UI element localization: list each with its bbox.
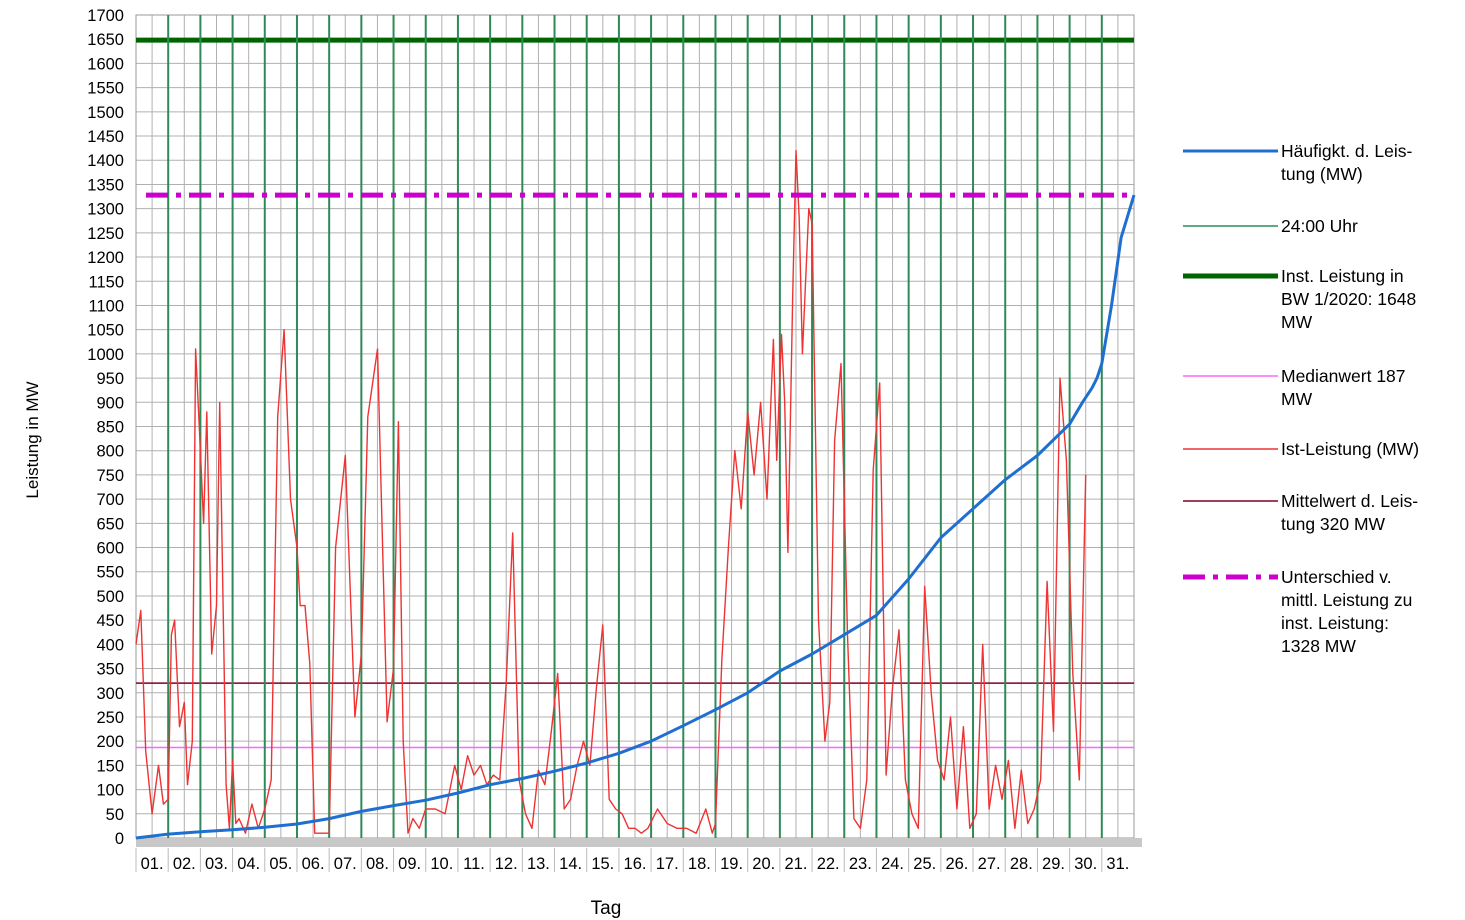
y-tick-label: 150 xyxy=(96,757,124,775)
y-tick-label: 100 xyxy=(96,782,124,800)
legend-label-actual: Ist-Leistung (MW) xyxy=(1281,439,1419,459)
x-tick-label: 19. xyxy=(720,855,743,873)
legend-label-median: MW xyxy=(1281,389,1313,409)
legend-label-installed: MW xyxy=(1281,312,1313,332)
y-tick-label: 800 xyxy=(96,443,124,461)
y-tick-label: 450 xyxy=(96,612,124,630)
x-axis-title: Tag xyxy=(591,898,622,919)
x-tick-labels: 01. 02. 03. 04. 05. 06. 07. 08. 09. 10. 11. 12. 13. 1… xyxy=(135,848,1129,873)
y-tick-label: 900 xyxy=(96,394,124,412)
legend-label-midnight: 24:00 Uhr xyxy=(1281,216,1358,236)
x-tick-label: 14. xyxy=(559,855,582,873)
y-tick-label: 850 xyxy=(96,419,124,437)
legend-label-frequency: tung (MW) xyxy=(1281,164,1363,184)
y-tick-label: 1200 xyxy=(87,249,124,267)
y-tick-label: 1300 xyxy=(87,201,124,219)
y-tick-label: 50 xyxy=(106,806,124,824)
y-tick-label: 1500 xyxy=(87,104,124,122)
y-tick-label: 1400 xyxy=(87,152,124,170)
x-tick-label: 02. xyxy=(173,855,196,873)
y-tick-label: 950 xyxy=(96,370,124,388)
x-tick-label: 09. xyxy=(398,855,421,873)
legend-label-mean: Mittelwert d. Leis- xyxy=(1281,491,1418,511)
y-tick-label: 1150 xyxy=(89,273,124,291)
y-tick-label: 1700 xyxy=(87,7,124,25)
x-tick-label: 15. xyxy=(591,855,614,873)
x-tick-label: 29. xyxy=(1042,855,1065,873)
x-tick-label: 30. xyxy=(1074,855,1097,873)
x-axis-band xyxy=(136,838,1142,847)
y-tick-label: 0 xyxy=(115,830,124,848)
x-tick-label: 17. xyxy=(656,855,679,873)
legend-label-difference: inst. Leistung: xyxy=(1281,613,1389,633)
y-tick-label: 600 xyxy=(96,540,124,558)
x-tick-label: 26. xyxy=(945,855,968,873)
x-tick-label: 18. xyxy=(688,855,711,873)
x-tick-label: 06. xyxy=(302,855,325,873)
x-tick-label: 22. xyxy=(817,855,840,873)
y-tick-label: 1350 xyxy=(87,176,124,194)
x-tick-label: 12. xyxy=(495,855,518,873)
x-tick-label: 04. xyxy=(237,855,260,873)
legend-label-difference: Unterschied v. xyxy=(1281,567,1392,587)
y-tick-label: 550 xyxy=(96,564,124,582)
x-tick-label: 23. xyxy=(849,855,872,873)
x-tick-label: 10. xyxy=(430,855,453,873)
y-tick-label: 1650 xyxy=(87,31,124,49)
x-tick-label: 13. xyxy=(527,855,550,873)
frequency-curve xyxy=(135,194,1136,840)
legend-label-difference: mittl. Leistung zu xyxy=(1281,590,1412,610)
x-tick-label: 07. xyxy=(334,855,357,873)
y-tick-labels: 0 50 100 150 200 250 300 350 400 450 500 550 600 650 7… xyxy=(87,7,124,848)
y-tick-label: 700 xyxy=(96,491,124,509)
y-tick-label: 400 xyxy=(96,636,124,654)
legend-label-installed: Inst. Leistung in xyxy=(1281,266,1404,286)
x-tick-label: 25. xyxy=(913,855,936,873)
y-tick-label: 350 xyxy=(96,661,124,679)
x-tick-label: 11. xyxy=(463,855,485,873)
y-tick-label: 250 xyxy=(96,709,124,727)
y-tick-label: 650 xyxy=(96,515,124,533)
y-tick-label: 300 xyxy=(96,685,124,703)
x-tick-label: 03. xyxy=(205,855,228,873)
legend-label-installed: BW 1/2020: 1648 xyxy=(1281,289,1416,309)
midnight-lines xyxy=(167,15,1103,838)
y-tick-label: 1600 xyxy=(87,55,124,73)
x-tick-label: 31. xyxy=(1106,855,1129,873)
legend-label-frequency: Häufigkt. d. Leis- xyxy=(1281,141,1412,161)
x-tick-label: 27. xyxy=(978,855,1001,873)
legend-label-difference: 1328 MW xyxy=(1281,636,1356,656)
x-axis-band-bar xyxy=(136,838,1142,847)
series-lines xyxy=(135,149,1136,840)
x-tick-label: 21. xyxy=(784,855,807,873)
y-tick-label: 1050 xyxy=(87,322,124,340)
x-tick-label: 20. xyxy=(752,855,775,873)
x-tick-label: 05. xyxy=(269,855,292,873)
y-tick-label: 1000 xyxy=(87,346,124,364)
x-tick-label: 08. xyxy=(366,855,389,873)
y-tick-label: 1250 xyxy=(87,225,124,243)
x-tick-label: 28. xyxy=(1010,855,1033,873)
y-tick-label: 200 xyxy=(96,733,124,751)
y-tick-label: 1450 xyxy=(87,128,124,146)
y-tick-label: 500 xyxy=(96,588,124,606)
y-tick-label: 1100 xyxy=(89,297,124,315)
x-tick-label: 24. xyxy=(881,855,904,873)
y-tick-label: 750 xyxy=(96,467,124,485)
legend-label-mean: tung 320 MW xyxy=(1281,514,1386,534)
x-tick-label: 16. xyxy=(624,855,647,873)
y-axis-title: Leistung in MW xyxy=(23,381,42,498)
legend: Häufigkt. d. Leis-tung (MW) 24:00 Uhr Inst… xyxy=(1183,141,1419,656)
actual-power-line xyxy=(135,149,1087,834)
y-tick-label: 1550 xyxy=(87,80,124,98)
legend-label-median: Medianwert 187 xyxy=(1281,366,1406,386)
x-tick-label: 01. xyxy=(141,855,164,873)
